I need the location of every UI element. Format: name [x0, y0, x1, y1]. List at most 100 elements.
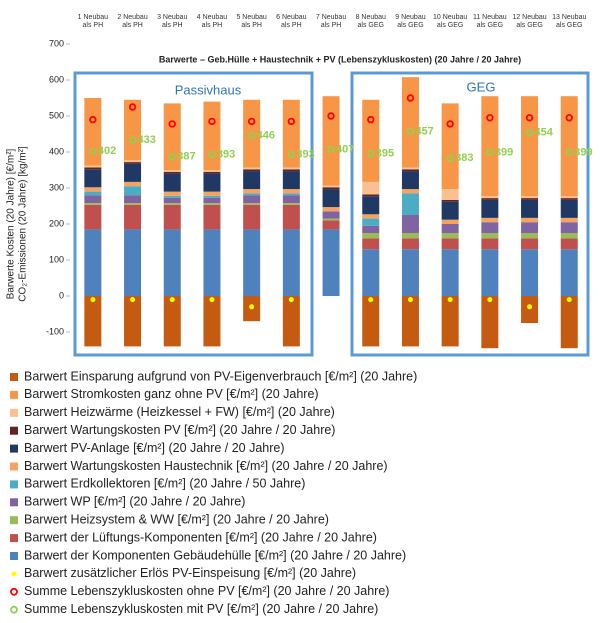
bar-segment: [163, 170, 181, 172]
y-axis-label: Barwerte Kosten (20 Jahre) [€/m²]: [6, 148, 17, 299]
x-tick-label: 5 Neubau als PH: [236, 14, 267, 29]
data-label: 387: [177, 151, 195, 163]
bar-segment: [243, 229, 261, 296]
point: [130, 297, 136, 303]
bar-segment: [322, 220, 340, 230]
bar-segment: [401, 167, 419, 170]
bar-segment: [84, 187, 102, 192]
point: [287, 117, 296, 126]
bar-segment: [521, 296, 539, 323]
bar-segment: [84, 204, 102, 230]
bar-segment: [441, 238, 459, 250]
bar-segment: [282, 195, 300, 204]
bar-segment: [481, 199, 499, 218]
bar-segment: [362, 249, 380, 296]
bar-segment: [163, 197, 181, 204]
bar-segment: [163, 103, 181, 170]
bar-segment: [362, 194, 380, 197]
bar-segment: [243, 204, 261, 230]
bar-segment: [441, 233, 459, 239]
bar-segment: [322, 229, 340, 296]
bar-segment: [243, 99, 261, 168]
bar-segment: [362, 233, 380, 239]
bar-segment: [362, 181, 380, 195]
legend-marker: [10, 462, 18, 471]
y-tick-label: 500: [49, 110, 64, 120]
bar-segment: [84, 296, 102, 347]
bar-segment: [203, 170, 221, 172]
point: [368, 297, 374, 303]
bar-segment: [401, 215, 419, 233]
bar-segment: [84, 167, 102, 170]
bar-segment: [124, 160, 142, 163]
data-label: 457: [415, 125, 433, 137]
bar-segment: [282, 204, 300, 230]
bar-segment: [282, 169, 300, 172]
bar-segment: [521, 249, 539, 296]
legend-label: Barwert Heizsystem & WW [€/m²] (20 Jahre…: [24, 512, 329, 526]
legend-label: Summe Lebenszykluskosten ohne PV [€/m²] …: [24, 584, 389, 598]
bar-segment: [84, 203, 102, 205]
point: [89, 147, 97, 155]
bar-segment: [243, 169, 261, 172]
chart-title: Barwerte – Geb.Hülle + Haustechnik + PV …: [159, 54, 521, 64]
x-tick-label: 12 Neubau als GEG: [512, 14, 547, 29]
x-tick-label: 6 Neubau als PH: [276, 14, 307, 29]
point: [247, 131, 256, 140]
x-tick-label: 1 Neubau als PH: [77, 14, 109, 29]
bar-segment: [163, 229, 181, 296]
legend-marker: [10, 480, 18, 489]
y-tick-label: 100: [49, 254, 64, 264]
bar-segment: [401, 189, 419, 194]
legend-marker: [10, 587, 18, 596]
bar-segment: [163, 191, 181, 196]
bar-segment: [322, 96, 340, 186]
x-tick-label: 8 Neubau als GEG: [355, 14, 386, 29]
bar-segment: [163, 204, 181, 230]
point: [209, 297, 215, 303]
bar-segment: [362, 296, 380, 347]
bar-segment: [560, 233, 578, 239]
bar-segment: [84, 165, 102, 168]
bar-segment: [124, 195, 142, 204]
legend-marker: [10, 498, 18, 507]
bar-segment: [401, 233, 419, 239]
bar-segment: [560, 222, 578, 233]
bar-segment: [362, 214, 380, 219]
x-tick-label: 3 Neubau als PH: [157, 14, 188, 29]
point: [249, 304, 255, 310]
bar-segment: [362, 196, 380, 215]
bar-segment: [401, 238, 419, 250]
point: [487, 297, 493, 303]
bar-segment: [203, 203, 221, 205]
bar-segment: [560, 196, 578, 199]
bar-segment: [124, 186, 142, 196]
bar-segment: [322, 218, 340, 221]
bar-segment: [362, 225, 380, 233]
bar-segment: [203, 191, 221, 196]
point: [527, 304, 533, 310]
point: [168, 152, 176, 161]
data-label: 393: [217, 148, 235, 160]
bar-segment: [84, 229, 102, 296]
data-label: 446: [257, 129, 275, 141]
bar-segment: [401, 171, 419, 190]
bar-segment: [203, 171, 221, 174]
y-tick-label: 700: [49, 38, 64, 48]
point: [446, 154, 454, 162]
legend-label: Barwert Wartungskosten PV [€/m²] (20 Jah…: [24, 423, 335, 437]
bar-segment: [243, 195, 261, 204]
bar-segment: [124, 229, 142, 296]
bar-segment: [124, 204, 142, 230]
bar-segment: [243, 167, 261, 170]
legend-label: Barwert Erdkollektoren [€/m²] (20 Jahre …: [24, 477, 305, 491]
bar-segment: [282, 193, 300, 196]
bar-segment: [322, 187, 340, 190]
bar-segment: [124, 296, 142, 347]
y-tick-label: 300: [49, 182, 64, 192]
bar-segment: [441, 219, 459, 224]
bar-segment: [203, 204, 221, 230]
point: [168, 120, 176, 128]
y-tick-label: 0: [59, 290, 64, 300]
